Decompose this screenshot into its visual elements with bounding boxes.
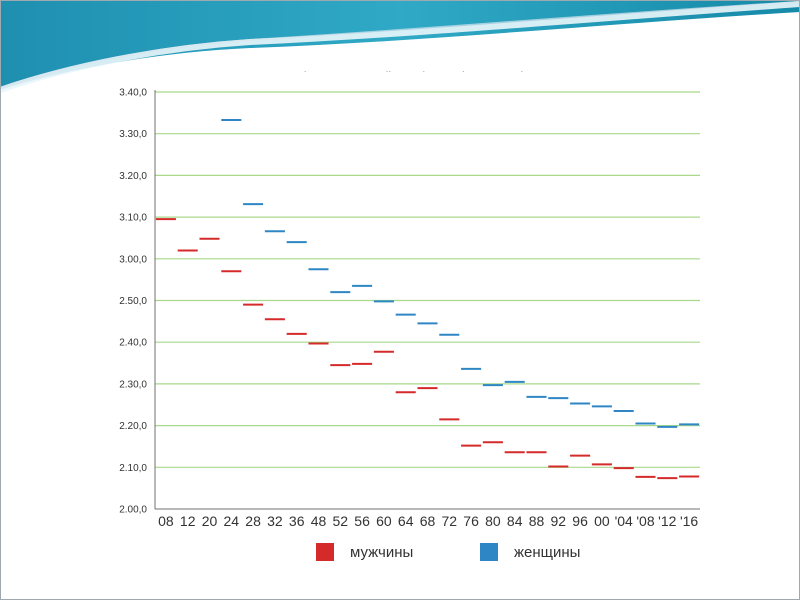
x-tick-label: 56 xyxy=(354,513,370,529)
y-tick-label: 2.20,0 xyxy=(119,421,147,432)
chart-panel xyxy=(72,72,722,562)
x-tick-label: 88 xyxy=(529,513,545,529)
y-tick-label: 3.00,0 xyxy=(119,254,147,265)
series-men xyxy=(155,218,700,480)
x-tick-label: 08 xyxy=(158,513,174,529)
y-tick-label: 3.10,0 xyxy=(119,213,147,224)
y-tick-label: 3.40,0 xyxy=(119,88,147,99)
x-tick-label: 28 xyxy=(245,513,261,529)
x-tick-label: '16 xyxy=(680,513,698,529)
legend-women: женщины xyxy=(480,540,580,564)
x-tick-label: 80 xyxy=(485,513,501,529)
x-tick-label: 72 xyxy=(442,513,458,529)
x-tick-label: '04 xyxy=(615,513,633,529)
x-tick-label: 12 xyxy=(180,513,196,529)
x-tick-label: 60 xyxy=(376,513,392,529)
x-tick-label: 24 xyxy=(224,513,240,529)
x-tick-labels: 08 12 20 24 28 32 36 48 52 56 60 64 68 72 76 80 84 88 92 96… xyxy=(158,513,698,529)
grid-lines xyxy=(155,91,700,468)
header-wave-highlight xyxy=(0,1,800,93)
y-tick-labels: 3.40,0 3.30,0 3.20,0 3.10,0 3.00,0 2.50,0 2.40… xyxy=(119,88,147,516)
y-tick-label: 2.40,0 xyxy=(119,338,147,349)
x-tick-label: 48 xyxy=(311,513,327,529)
legend-women-label: женщины xyxy=(514,543,581,561)
y-tick-label: 2.50,0 xyxy=(119,296,147,307)
x-tick-label: 32 xyxy=(267,513,283,529)
y-tick-label: 3.30,0 xyxy=(119,129,147,140)
x-tick-label: 84 xyxy=(507,513,523,529)
x-tick-label: 36 xyxy=(289,513,305,529)
x-tick-label: '12 xyxy=(658,513,676,529)
series-women xyxy=(221,118,700,428)
axes xyxy=(154,90,700,510)
x-tick-label: 76 xyxy=(463,513,479,529)
x-tick-label: 00 xyxy=(594,513,610,529)
x-tick-label: 20 xyxy=(202,513,218,529)
header-wave xyxy=(0,0,800,90)
x-tick-label: '08 xyxy=(636,513,654,529)
x-tick-label: 52 xyxy=(333,513,349,529)
y-tick-label: 2.30,0 xyxy=(119,379,147,390)
x-tick-label: 68 xyxy=(420,513,436,529)
y-tick-label: 2.10,0 xyxy=(119,463,147,474)
x-tick-label: 64 xyxy=(398,513,414,529)
x-tick-label: 92 xyxy=(551,513,567,529)
legend-men-label: мужчины xyxy=(350,543,414,561)
x-tick-label: 96 xyxy=(572,513,588,529)
legend-men-swatch xyxy=(316,543,334,561)
y-tick-label: 2.00,0 xyxy=(119,505,147,516)
y-tick-label: 3.20,0 xyxy=(119,171,147,182)
legend-women-swatch xyxy=(480,543,498,561)
legend-men: мужчины xyxy=(316,540,413,564)
